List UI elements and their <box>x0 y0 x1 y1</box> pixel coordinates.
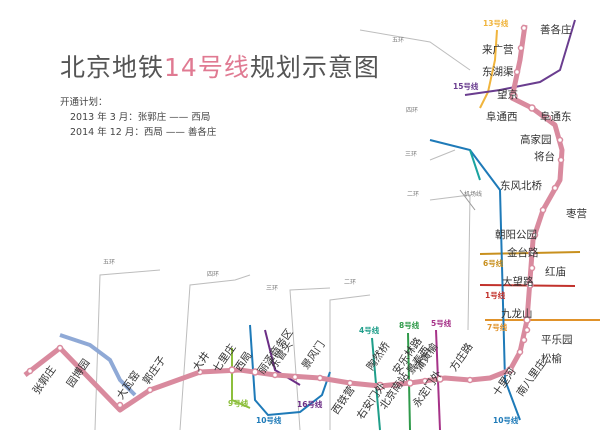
station-jintailu: 金台路 <box>507 246 539 259</box>
station-dot-dongfengbeiqiao <box>553 186 558 191</box>
line-13-label: 13号线 <box>483 18 509 28</box>
station-donghuqu: 东湖渠 <box>482 65 514 78</box>
station-dot-jingfengmen <box>318 376 323 381</box>
line-14-path <box>25 25 562 410</box>
station-dot-shangezhuang <box>522 26 527 31</box>
station-hongmiao: 红庙 <box>545 265 566 278</box>
station-dot-laiguangying <box>519 46 524 51</box>
station-dawanglu: 大望路 <box>502 275 534 288</box>
station-dot-guozhuangzi <box>148 388 153 393</box>
ring-label-2-south: 二环 <box>344 279 356 286</box>
airport-line-teal <box>470 150 480 180</box>
line-15-label: 15号线 <box>453 81 479 91</box>
ring-label-3-west: 三环 <box>266 285 278 292</box>
ring-label-3-north: 三环 <box>405 151 417 158</box>
line-1-label: 1号线 <box>485 290 506 300</box>
station-gaojiayuan: 高家园 <box>520 133 552 146</box>
line-5-label: 5号线 <box>431 318 452 328</box>
station-jiulongshan: 九龙山 <box>501 307 533 320</box>
station-dot-yuanboyuan <box>58 346 63 351</box>
station-dot-lizezhongyuan <box>293 375 298 380</box>
station-shangezhuang: 善各庄 <box>540 23 572 36</box>
line-10-east-label: 10号线 <box>493 415 519 425</box>
station-xitieying: 西铁营 <box>329 383 358 416</box>
station-jingfengmen: 景风门 <box>299 338 328 371</box>
station-wangjing: 望京 <box>497 88 518 101</box>
station-yuanboyuan: 园博园 <box>64 356 93 389</box>
station-dot-hongmiao <box>530 266 535 271</box>
station-laiguangying: 来广营 <box>482 43 514 56</box>
station-jiangtai: 将台 <box>534 150 555 163</box>
station-nanbalizhuang: 南八里庄 <box>514 357 549 399</box>
ring-label-4-west: 四环 <box>207 271 219 278</box>
ring-label-5-north: 五环 <box>392 37 404 44</box>
station-dot-songyu <box>522 338 527 343</box>
station-dot-dawayao <box>118 403 123 408</box>
ring-label-2-north: 二环 <box>407 191 419 198</box>
station-dot-donghuqu <box>515 70 520 75</box>
station-dot-zhangguozhuang <box>28 369 33 374</box>
station-pingleyuan: 平乐园 <box>541 334 573 346</box>
station-taoranqiao: 陶然桥 <box>364 339 393 373</box>
ring-label-5-west: 五环 <box>103 259 115 266</box>
station-dot-gaojiayuan <box>558 138 563 143</box>
station-futongdong: 阜通东 <box>540 110 572 123</box>
station-dot-nanbalizhuang <box>518 350 523 355</box>
station-dongfengbeiqiao: 东风北桥 <box>500 179 542 192</box>
station-dot-dongguantou <box>273 373 278 378</box>
station-chaoyanggongyuan: 朝阳公园 <box>495 229 537 241</box>
line-7-label: 7号线 <box>487 322 508 332</box>
station-dot-fangzhuanglu <box>468 378 473 383</box>
station-guozhuangzi: 郭庄子 <box>140 353 169 386</box>
station-dot-futongxi <box>529 105 535 111</box>
line-8-label: 8号线 <box>399 320 420 330</box>
line-16-label: 16号线 <box>297 399 323 409</box>
ring-label-4-north: 四环 <box>406 107 418 114</box>
station-futongxi: 阜通西 <box>486 110 518 123</box>
line-6-label: 6号线 <box>483 258 504 268</box>
station-zaoying: 枣营 <box>566 207 587 220</box>
line-10-label: 10号线 <box>256 415 282 425</box>
line-9-label: 9号线 <box>228 398 249 408</box>
airport-line-label: 机场线 <box>464 190 482 198</box>
line-4-label: 4号线 <box>359 325 380 335</box>
station-dot-jiangtai <box>559 158 564 163</box>
station-dot-zaoying <box>541 208 546 213</box>
station-fangzhuanglu: 方庄路 <box>447 340 476 374</box>
station-dot-pingleyuan <box>525 328 530 333</box>
